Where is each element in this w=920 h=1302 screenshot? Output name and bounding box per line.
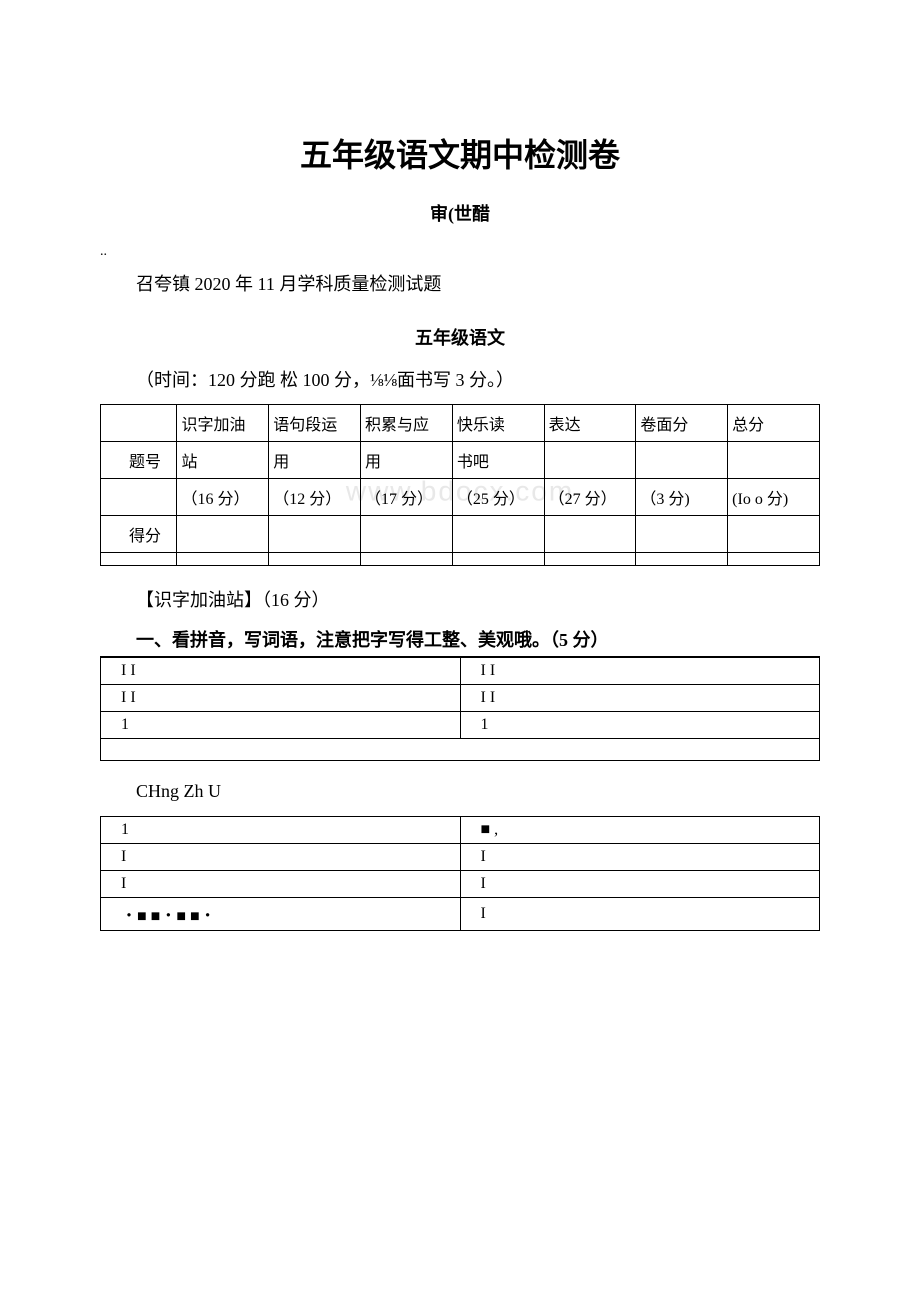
table-cell <box>728 553 820 566</box>
table-cell <box>101 405 177 442</box>
table-cell: I I <box>460 658 820 685</box>
section-label: 【识字加油站】（16 分） <box>100 586 820 612</box>
table-cell: （27 分） <box>544 479 636 516</box>
table-cell <box>269 553 361 566</box>
table-row <box>101 553 820 566</box>
table-cell: 书吧 <box>452 442 544 479</box>
answer-table-2: 1 ■ , I I I I ・■ ■・■ ■・ I <box>100 816 820 931</box>
table-cell: （16 分） <box>177 479 269 516</box>
table-cell: 表达 <box>544 405 636 442</box>
table-cell <box>177 553 269 566</box>
table-cell <box>544 553 636 566</box>
table-cell: I I <box>101 685 461 712</box>
table-cell: 识字加油 <box>177 405 269 442</box>
table-cell: 卷面分 <box>636 405 728 442</box>
answer-table-1: I I I I I I I I 1 1 <box>100 657 820 761</box>
table-cell: 站 <box>177 442 269 479</box>
table-cell: I <box>460 844 820 871</box>
table-cell <box>177 516 269 553</box>
dots-text: .. <box>100 244 820 260</box>
table-row: I I I I <box>101 658 820 685</box>
section-title: 五年级语文 <box>100 324 820 350</box>
subtitle: 审(世醋 <box>100 200 820 226</box>
table-cell: （12 分） <box>269 479 361 516</box>
table-row: （16 分） （12 分） （17 分） （25 分） （27 分） （3 分)… <box>101 479 820 516</box>
table-cell: 总分 <box>728 405 820 442</box>
table-cell: （25 分） <box>452 479 544 516</box>
table-cell: 得分 <box>101 516 177 553</box>
table-cell: 1 <box>101 712 461 739</box>
table-cell: I <box>101 844 461 871</box>
table-cell: 1 <box>460 712 820 739</box>
pinyin-text: CHng Zh U <box>100 781 820 802</box>
table-cell: I <box>460 871 820 898</box>
table-cell: 题号 <box>101 442 177 479</box>
table-cell <box>636 516 728 553</box>
table-cell <box>361 553 453 566</box>
table-row: 题号 站 用 用 书吧 <box>101 442 820 479</box>
table-row: ・■ ■・■ ■・ I <box>101 898 820 931</box>
instruction-text: 一、看拼音，写词语，注意把字写得工整、美观哦。（5 分） <box>100 626 820 657</box>
table-cell: I <box>101 871 461 898</box>
table-row: 得分 <box>101 516 820 553</box>
table-cell <box>101 479 177 516</box>
table-cell: 用 <box>361 442 453 479</box>
table-cell <box>636 442 728 479</box>
page-title: 五年级语文期中检测卷 <box>100 130 820 176</box>
table-row: I I <box>101 844 820 871</box>
time-text: （时间：120 分跑 松 100 分，⅛⅛面书写 3 分。） <box>100 366 820 392</box>
table-row <box>101 739 820 761</box>
table-cell: （3 分) <box>636 479 728 516</box>
table-cell: I I <box>101 658 461 685</box>
table-cell <box>101 739 820 761</box>
table-cell <box>636 553 728 566</box>
intro-text: 召夸镇 2020 年 11 月学科质量检测试题 <box>100 270 820 296</box>
table-cell: 快乐读 <box>452 405 544 442</box>
table-cell <box>544 442 636 479</box>
table-cell: 用 <box>269 442 361 479</box>
table-cell: ・■ ■・■ ■・ <box>101 898 461 931</box>
table-cell: ■ , <box>460 817 820 844</box>
table-cell <box>452 553 544 566</box>
table-cell <box>544 516 636 553</box>
table-cell <box>269 516 361 553</box>
table-cell: （17 分） <box>361 479 453 516</box>
table-cell: I I <box>460 685 820 712</box>
table-cell <box>728 516 820 553</box>
score-table-container: www.bdocx.com 识字加油 语句段运 积累与应 快乐读 表达 卷面分 … <box>100 404 820 566</box>
table-cell <box>452 516 544 553</box>
table-cell <box>361 516 453 553</box>
table-cell <box>728 442 820 479</box>
table-row: 识字加油 语句段运 积累与应 快乐读 表达 卷面分 总分 <box>101 405 820 442</box>
table-row: 1 ■ , <box>101 817 820 844</box>
table-row: 1 1 <box>101 712 820 739</box>
table-cell: I <box>460 898 820 931</box>
table-cell: 语句段运 <box>269 405 361 442</box>
table-cell: (Io o 分) <box>728 479 820 516</box>
table-cell: 1 <box>101 817 461 844</box>
table-row: I I I I <box>101 685 820 712</box>
table-cell <box>101 553 177 566</box>
table-cell: 积累与应 <box>361 405 453 442</box>
score-table: 识字加油 语句段运 积累与应 快乐读 表达 卷面分 总分 题号 站 用 用 书吧… <box>100 404 820 566</box>
table-row: I I <box>101 871 820 898</box>
